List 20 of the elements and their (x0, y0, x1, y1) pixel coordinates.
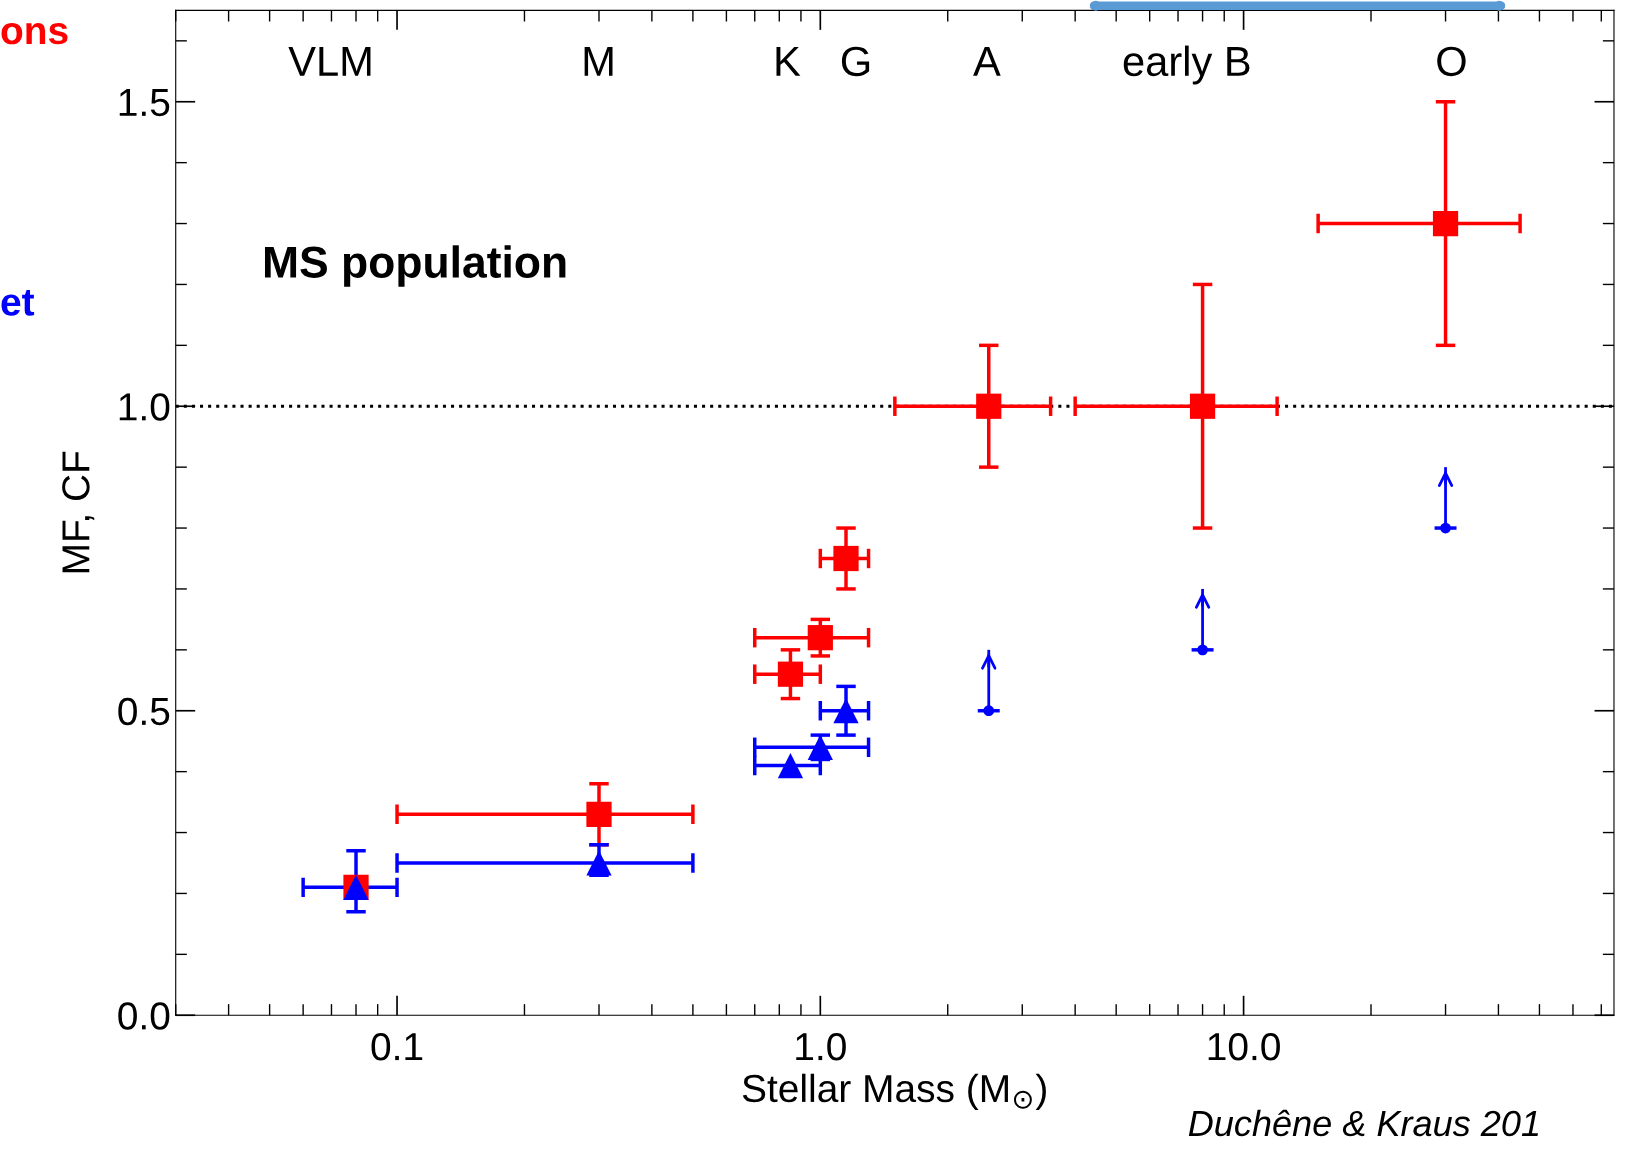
y-axis-title: MF, CF (62, 451, 95, 573)
annotation: O (1437, 46, 1466, 77)
annotation: early B (1123, 45, 1250, 85)
annotation: VLM (288, 47, 371, 76)
x-tick-label: 10.0 (1208, 1032, 1280, 1061)
text: et (1, 289, 35, 316)
x-axis-title: Stellar Mass (M$_{⊙}$) (742, 1073, 1046, 1110)
y-tick-label: 0.5 (118, 697, 170, 726)
x-tick-label: 0.1 (371, 1032, 423, 1061)
annotation: M (584, 47, 613, 76)
annotation: MS population (264, 245, 566, 287)
text: ons (1, 22, 68, 45)
y-tick-label: 1.5 (119, 89, 170, 117)
y-tick-label: 1.0 (119, 393, 170, 421)
x-tick-label: 1.0 (796, 1032, 846, 1061)
annotation: K (776, 47, 801, 76)
annotation: G (841, 46, 870, 77)
text: Duchêne & Kraus 201 (1188, 1109, 1538, 1137)
annotation: A (973, 47, 1001, 76)
y-tick-label: 0.0 (118, 1002, 170, 1030)
